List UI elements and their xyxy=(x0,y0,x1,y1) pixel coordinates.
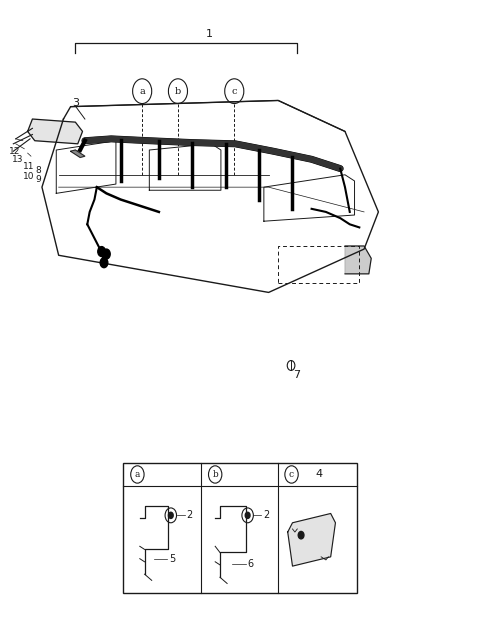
Text: 3: 3 xyxy=(72,98,79,108)
Text: 2: 2 xyxy=(263,510,269,521)
Text: 7: 7 xyxy=(293,370,300,380)
Text: a: a xyxy=(139,86,145,96)
Text: b: b xyxy=(175,86,181,96)
Circle shape xyxy=(100,258,108,267)
Text: 9: 9 xyxy=(36,175,41,184)
Text: 1: 1 xyxy=(205,29,213,39)
Text: 12: 12 xyxy=(9,147,20,156)
Text: a: a xyxy=(135,470,140,479)
Polygon shape xyxy=(345,246,371,274)
Text: 6: 6 xyxy=(248,559,254,569)
Text: 13: 13 xyxy=(12,156,24,164)
Text: 8: 8 xyxy=(36,166,41,175)
Text: 2: 2 xyxy=(187,510,193,521)
Circle shape xyxy=(103,249,110,259)
Text: c: c xyxy=(231,86,237,96)
Text: 11: 11 xyxy=(23,162,35,171)
Circle shape xyxy=(298,531,304,539)
Circle shape xyxy=(168,513,173,519)
Polygon shape xyxy=(288,514,336,566)
Bar xyxy=(123,463,357,593)
Circle shape xyxy=(98,246,106,256)
Text: 4: 4 xyxy=(315,470,322,480)
Polygon shape xyxy=(28,119,83,144)
Text: c: c xyxy=(289,470,294,479)
Text: 5: 5 xyxy=(169,554,176,564)
Text: b: b xyxy=(212,470,218,479)
Circle shape xyxy=(245,513,250,519)
Text: 10: 10 xyxy=(23,172,35,180)
Polygon shape xyxy=(71,150,85,157)
